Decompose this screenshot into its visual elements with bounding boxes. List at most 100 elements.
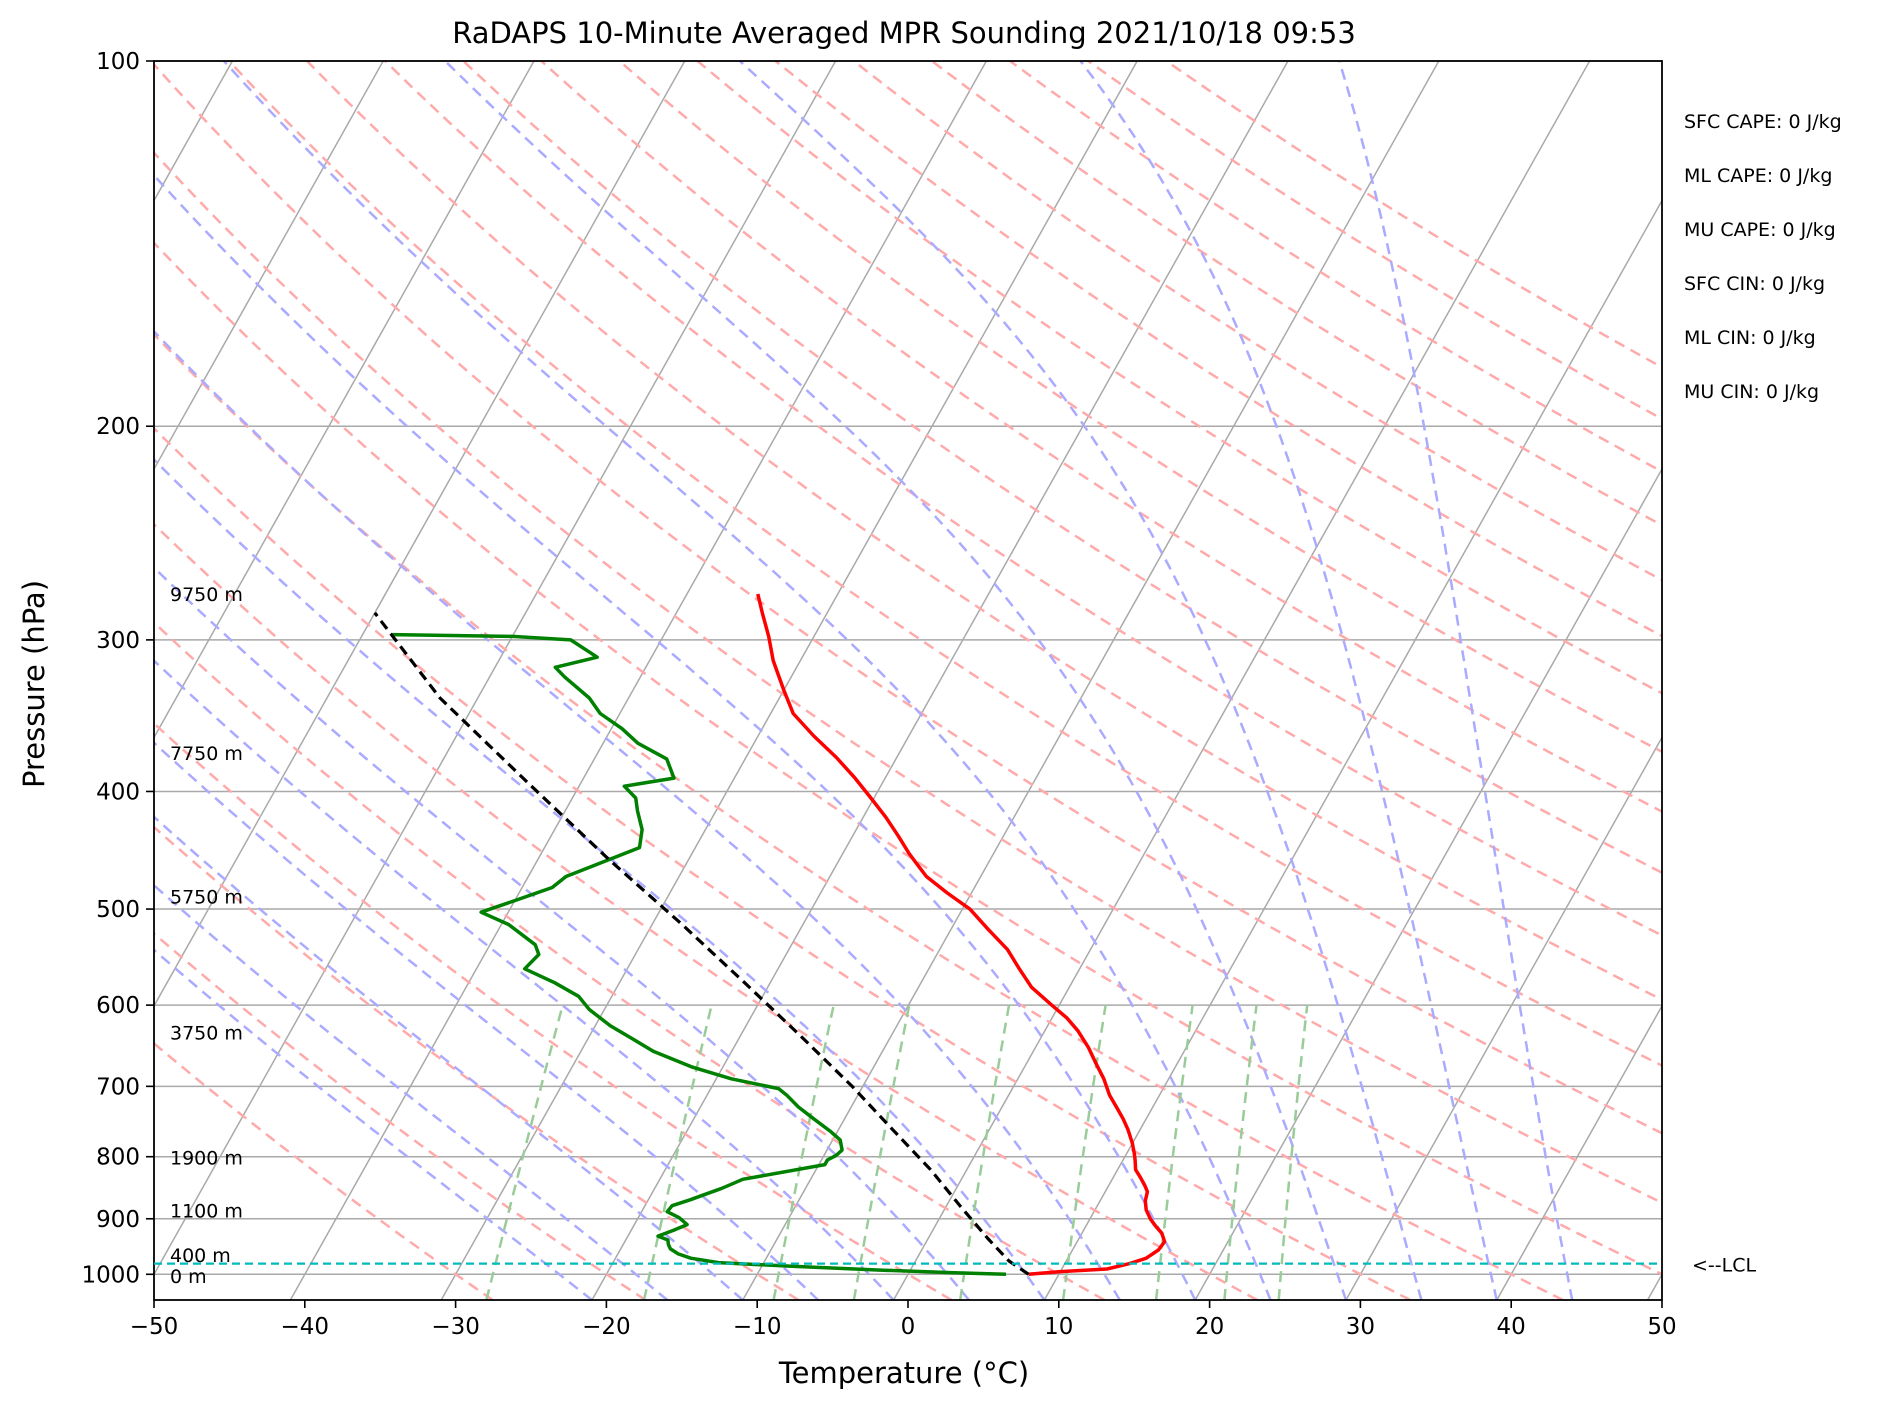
moist-adiabat-line [154,565,970,1300]
moist-adiabat-line [154,173,1197,1300]
dry-adiabat-line [696,61,1662,695]
y-tick-label: 1000 [81,1262,140,1288]
dry-adiabat-line [154,721,953,1300]
moist-adiabat-line [738,61,1423,1300]
moist-adiabat-line [154,948,593,1300]
y-tick-label: 500 [96,897,140,923]
isotherm-line [154,61,686,1008]
stability-annotation: ML CAPE: 0 J/kg [1684,165,1832,187]
lcl-label: <--LCL [1692,1255,1756,1277]
isotherm-line [440,61,1138,1300]
x-tick-label: −20 [582,1314,631,1340]
mixing-ratio-line [1154,1004,1194,1300]
y-tick-label: 900 [96,1207,140,1233]
dry-adiabat-line [1009,61,1662,474]
dewpoint-profile [392,632,1007,1277]
dry-adiabat-line [154,62,1662,1135]
mixing-ratio-line [1223,1004,1258,1300]
mixing-ratio-line [485,1004,564,1300]
mixing-ratio-line [958,1004,1011,1300]
x-tick-label: −40 [281,1314,330,1340]
y-tick-label: 600 [96,993,140,1019]
dry-adiabat-line [154,241,1662,1276]
dry-adiabat-line [154,151,1662,1205]
stability-annotation: ML CIN: 0 J/kg [1684,327,1816,349]
dry-adiabat-line [931,61,1662,527]
x-tick-label: 30 [1346,1314,1375,1340]
stability-annotation: MU CIN: 0 J/kg [1684,381,1819,403]
y-tick-label: 700 [96,1074,140,1100]
dry-adiabat-line [540,61,1662,813]
isotherm-line [1345,735,1662,1300]
moist-adiabat-line [444,61,1348,1300]
height-label: 400 m [170,1245,231,1267]
dry-adiabat-line [1087,61,1662,421]
y-tick-label: 800 [96,1145,140,1171]
height-label: 7750 m [170,743,243,765]
mixing-ratio-line [642,1004,713,1300]
plot-frame [153,60,1663,1301]
height-label: 3750 m [170,1023,243,1045]
moist-adiabat-line [154,659,895,1300]
dry-adiabat-line [852,61,1662,582]
parcel-profile [373,611,1030,1276]
x-tick-label: 40 [1497,1314,1526,1340]
sounding-series [373,593,1167,1277]
height-label: 0 m [170,1266,207,1288]
isotherm-line [154,61,535,739]
isotherm-line [154,61,837,1276]
dry-adiabat-line [154,825,800,1300]
dry-adiabat-line [774,61,1662,638]
moist-adiabat-line [222,61,1272,1300]
y-tick-label: 400 [96,779,140,805]
stability-annotation: SFC CIN: 0 J/kg [1684,273,1825,295]
dry-adiabat-line [154,332,1564,1300]
y-axis-title: Pressure (hPa) [17,580,51,788]
y-tick-label: 200 [96,414,140,440]
x-tick-label: 10 [1044,1314,1073,1340]
height-label: 9750 m [170,584,243,606]
dry-adiabat-line [154,1041,494,1300]
dry-adiabat-line [227,61,1662,1067]
height-label: 1100 m [170,1201,243,1223]
isotherm-line [1043,199,1662,1300]
stability-annotation: MU CAPE: 0 J/kg [1684,219,1836,241]
dry-adiabat-line [154,522,1258,1300]
dry-adiabat-line [384,61,1662,937]
dry-adiabat-line [1165,61,1662,369]
isotherm-line [154,61,384,471]
isotherm-line [892,61,1591,1300]
isotherm-line [1496,1004,1662,1300]
x-tick-label: −30 [431,1314,480,1340]
isotherm-line [1646,1272,1662,1300]
y-tick-label: 100 [96,49,140,75]
isotherm-line [591,61,1289,1300]
height-label: 1900 m [170,1147,243,1169]
dry-adiabat-line [618,61,1662,754]
x-tick-label: 0 [901,1314,916,1340]
background-reference-lines [154,61,1882,1300]
mixing-ratio-line [1061,1004,1107,1300]
dry-adiabat-line [462,61,1662,875]
x-tick-label: −50 [130,1314,179,1340]
moist-adiabat-line [154,815,744,1300]
moist-adiabat-line [1079,61,1499,1300]
stability-annotation: SFC CAPE: 0 J/kg [1684,111,1842,133]
chart-title: RaDAPS 10-Minute Averaged MPR Sounding 2… [452,16,1356,50]
x-tick-label: −10 [733,1314,782,1340]
moist-adiabat-line [154,741,820,1300]
moist-adiabat-line [154,329,1121,1300]
dry-adiabat-line [154,426,1411,1300]
dry-adiabat-line [154,620,1105,1300]
x-axis-title: Temperature (°C) [778,1356,1029,1390]
x-tick-label: 20 [1195,1314,1224,1340]
mixing-ratio-line [1277,1004,1309,1300]
temperature-profile [756,593,1167,1277]
mixing-ratio-line [852,1004,911,1300]
moist-adiabat-line [154,457,1046,1300]
moist-adiabat-line [154,883,669,1300]
height-label: 5750 m [170,886,243,908]
dry-adiabat-line [154,931,647,1300]
isotherm-line [1798,61,1882,1300]
